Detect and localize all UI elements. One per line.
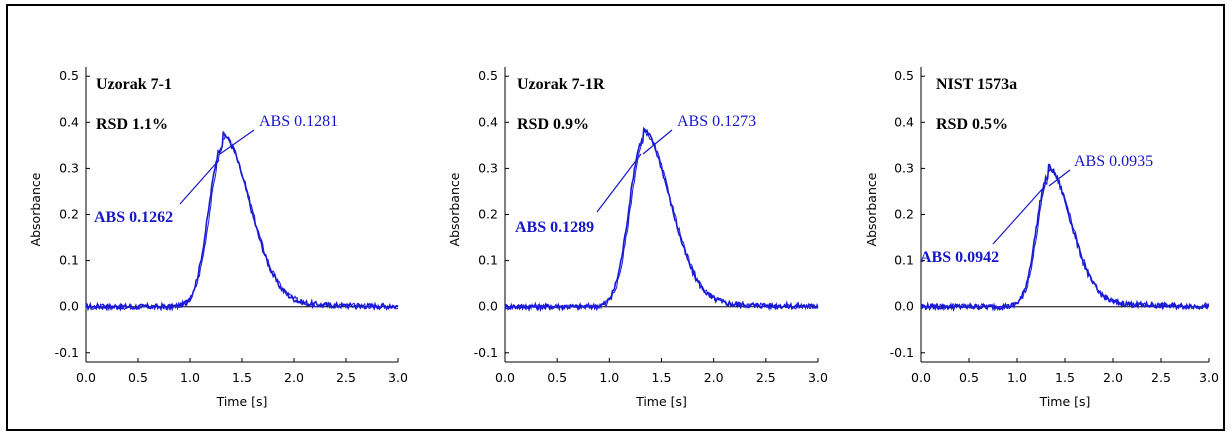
rsd-label: RSD 1.1% [96,116,168,133]
x-axis-label: Time [s] [216,394,268,409]
y-tick-label: 0.5 [478,68,498,83]
x-tick-label: 2.0 [704,370,724,385]
x-tick-label: 2.0 [284,370,304,385]
chart-panel-2: 0.0 0.5 1.0 1.5 2.0 2.5 3.0 -0.1 0.0 0.1 0.2 0.3 0.4… [447,67,828,409]
x-tick-label: 1.5 [1055,370,1075,385]
y-tick-label: 0.2 [478,207,498,222]
x-tick-label: 2.5 [1151,370,1171,385]
y-tick-label: 0.5 [59,68,79,83]
abs-lower-label: ABS 0.1262 [94,209,173,226]
signal-trace-2 [85,133,399,311]
x-tick-label: 0.5 [128,370,148,385]
x-tick-label: 3.0 [388,370,408,385]
abs-upper-label: ABS 0.1281 [259,113,338,130]
x-tick-label: 0.5 [547,370,567,385]
abs-lower-leader [179,159,220,205]
y-tick-label: 0.4 [894,114,914,129]
x-axis-label: Time [s] [1039,394,1091,409]
x-tick-label: 1.5 [232,370,252,385]
x-tick-label: 1.0 [180,370,200,385]
y-tick-label: 0.1 [894,253,914,268]
abs-lower-leader [596,153,642,213]
abs-lower-label: ABS 0.0942 [920,249,999,266]
x-tick-label: 1.0 [1007,370,1027,385]
rsd-label: RSD 0.9% [517,116,589,133]
x-tick-label: 1.0 [599,370,619,385]
abs-upper-leader [1048,169,1071,187]
y-tick-label: -0.1 [474,345,498,360]
y-tick-label: 0.4 [59,114,79,129]
y-tick-label: 0.3 [478,160,498,175]
y-tick-label: -0.1 [890,345,914,360]
x-tick-label: 3.0 [1199,370,1219,385]
y-tick-label: 0.2 [894,207,914,222]
y-tick-label: 0.0 [59,299,79,314]
x-tick-label: 0.0 [911,370,931,385]
y-tick-label: 0.2 [59,207,79,222]
signal-trace-2 [920,166,1210,312]
abs-lower-label: ABS 0.1289 [515,219,594,236]
abs-upper-label: ABS 0.1273 [677,113,756,130]
y-tick-label: 0.1 [478,253,498,268]
y-tick-label: 0.0 [478,299,498,314]
x-tick-label: 1.5 [652,370,672,385]
x-tick-label: 3.0 [808,370,828,385]
figure-frame [6,4,1225,431]
abs-upper-label: ABS 0.0935 [1074,153,1153,170]
x-axis-label: Time [s] [635,394,687,409]
chart-panel-3: 0.0 0.5 1.0 1.5 2.0 2.5 3.0 -0.1 0.0 0.1 0.2 0.3 0.4… [864,67,1219,409]
x-tick-label: 0.5 [959,370,979,385]
y-tick-label: 0.1 [59,253,79,268]
y-axis-label: Absorbance [864,172,879,246]
abs-upper-leader [219,129,255,155]
y-tick-label: 0.3 [59,160,79,175]
x-tick-label: 0.0 [495,370,515,385]
sample-label: Uzorak 7-1R [517,76,605,93]
rsd-label: RSD 0.5% [936,116,1008,133]
y-tick-label: 0.3 [894,160,914,175]
y-axis-label: Absorbance [447,172,462,246]
y-tick-label: 0.4 [478,114,498,129]
x-tick-label: 2.0 [1103,370,1123,385]
y-tick-label: 0.5 [894,68,914,83]
y-tick-label: 0.0 [894,299,914,314]
x-tick-label: 2.5 [336,370,356,385]
x-tick-label: 2.5 [756,370,776,385]
abs-upper-leader [642,129,673,155]
x-tick-label: 0.0 [76,370,96,385]
sample-label: Uzorak 7-1 [96,76,172,93]
signal-trace-2 [504,129,819,312]
y-tick-label: -0.1 [55,345,79,360]
abs-lower-leader [992,185,1046,245]
y-axis-label: Absorbance [28,172,43,246]
sample-label: NIST 1573a [936,76,1017,93]
signal-trace-1 [920,163,1210,312]
chart-panel-1: 0.0 0.5 1.0 1.5 2.0 2.5 3.0 -0.1 0.0 0.1 0.2 0.3 0.4… [28,67,408,409]
